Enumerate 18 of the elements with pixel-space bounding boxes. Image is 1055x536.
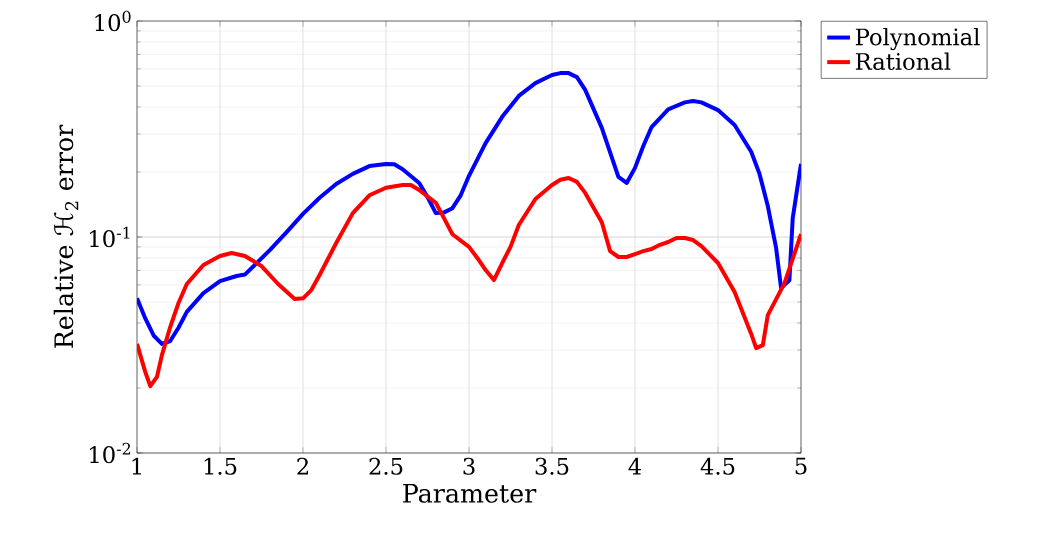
x-tick-label: 5 bbox=[795, 457, 807, 475]
x-axis-title: Parameter bbox=[403, 484, 537, 503]
legend-label: Rational bbox=[855, 52, 951, 71]
x-tick-label: 1 bbox=[132, 457, 141, 475]
y-tick-label: 10$^{0}$ bbox=[95, 10, 131, 32]
x-tick-label: 4.5 bbox=[700, 457, 735, 475]
legend-label: Polynomial bbox=[855, 27, 980, 51]
x-tick-label: 3 bbox=[463, 457, 475, 475]
x-tick-label: 2 bbox=[297, 457, 308, 475]
line-series bbox=[137, 176, 802, 389]
x-tick-label: 2.5 bbox=[369, 457, 403, 475]
y-tick-label: 10$^{-2}$ bbox=[90, 442, 131, 464]
line-series bbox=[137, 71, 802, 346]
x-tick-label: 3.5 bbox=[535, 457, 569, 475]
x-tick-label: 4 bbox=[628, 457, 642, 475]
x-tick-label: 1.5 bbox=[204, 457, 237, 475]
y-tick-label: 10$^{-1}$ bbox=[90, 226, 130, 248]
y-axis-title: Relative ℋ$_{2}$ error bbox=[53, 124, 79, 348]
